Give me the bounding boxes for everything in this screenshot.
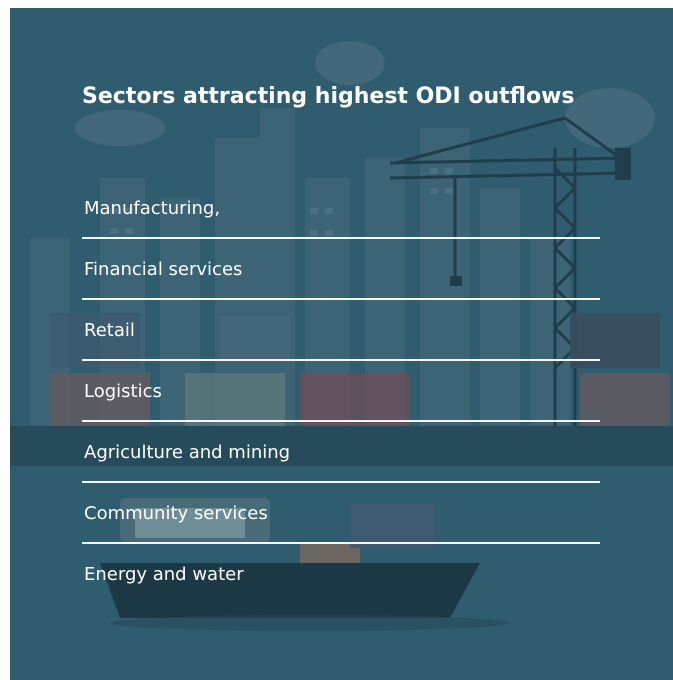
- cargo-ship: [100, 498, 510, 631]
- dock: [10, 426, 673, 466]
- list-item: Retail: [82, 313, 600, 374]
- list-item: Logistics: [82, 374, 600, 435]
- building-windows: [110, 168, 453, 236]
- divider: [82, 542, 600, 544]
- divider: [82, 359, 600, 361]
- divider: [82, 481, 600, 483]
- sector-label: Financial services: [84, 259, 243, 280]
- divider: [82, 298, 600, 300]
- sector-label: Logistics: [84, 381, 162, 402]
- divider: [82, 420, 600, 422]
- sector-label: Manufacturing,: [84, 198, 221, 219]
- sector-label: Energy and water: [84, 564, 244, 585]
- list-item: Agriculture and mining: [82, 435, 600, 496]
- list-item: Financial services: [82, 252, 600, 313]
- list-item: Energy and water: [82, 557, 600, 618]
- list-item: Manufacturing,: [82, 191, 600, 252]
- sector-label: Agriculture and mining: [84, 442, 291, 463]
- construction-crane: [389, 116, 626, 428]
- panel-title: Sectors attracting highest ODI outflows: [82, 84, 575, 109]
- shipping-containers: [50, 313, 670, 428]
- sector-label: Community services: [84, 503, 268, 524]
- divider: [82, 237, 600, 239]
- list-item: Community services: [82, 496, 600, 557]
- sector-list: Manufacturing, Financial services Retail…: [82, 191, 600, 618]
- sector-label: Retail: [84, 320, 135, 341]
- infographic-panel: Sectors attracting highest ODI outflows …: [10, 8, 673, 680]
